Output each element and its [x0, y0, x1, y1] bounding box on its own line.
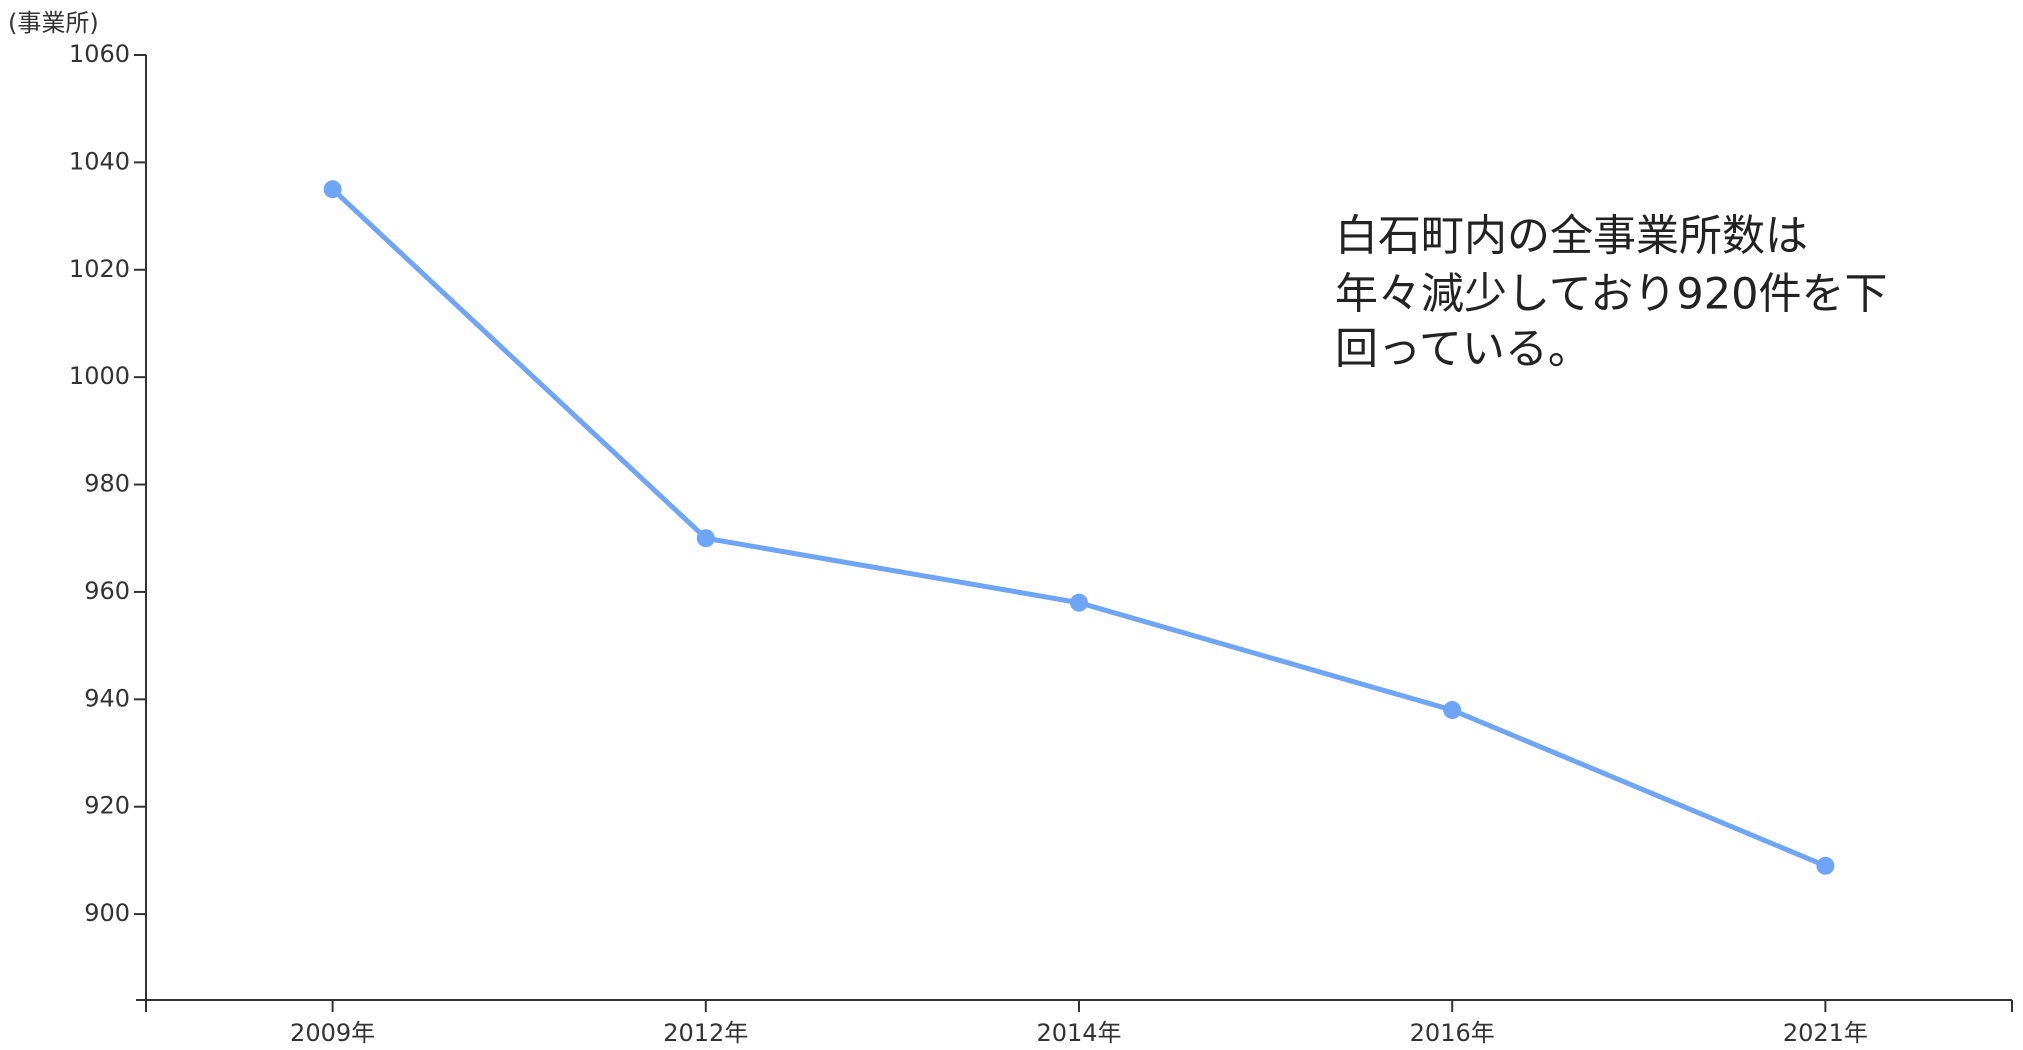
x-tick-label: 2014年	[1036, 1019, 1121, 1047]
x-tick-label: 2021年	[1783, 1019, 1868, 1047]
annotation-line: 年々減少しており920件を下	[1335, 270, 1888, 320]
x-tick-label: 2012年	[663, 1019, 748, 1047]
y-tick-label: 920	[84, 792, 130, 820]
point	[1070, 593, 1088, 612]
y-tick-label: 1020	[69, 255, 130, 283]
y-tick-label: 960	[84, 577, 130, 605]
y-tick-label: 1000	[69, 362, 130, 390]
x-tick-label: 2009年	[290, 1019, 375, 1047]
point	[1443, 701, 1462, 720]
x-tick-label: 2016年	[1410, 1019, 1495, 1047]
point	[1816, 856, 1835, 875]
y-tick-label: 940	[84, 684, 130, 712]
y-axis-label: (事業所)	[8, 9, 99, 37]
annotation-line: 回っている。	[1335, 325, 1591, 375]
annotation-line: 白石町内の全事業所数は	[1335, 212, 1808, 262]
y-tick-label: 1060	[69, 40, 130, 68]
y-tick-label: 980	[84, 470, 130, 498]
y-tick-label: 900	[84, 899, 130, 927]
point	[323, 180, 342, 199]
point	[696, 529, 715, 548]
y-tick-label: 1040	[69, 147, 130, 175]
